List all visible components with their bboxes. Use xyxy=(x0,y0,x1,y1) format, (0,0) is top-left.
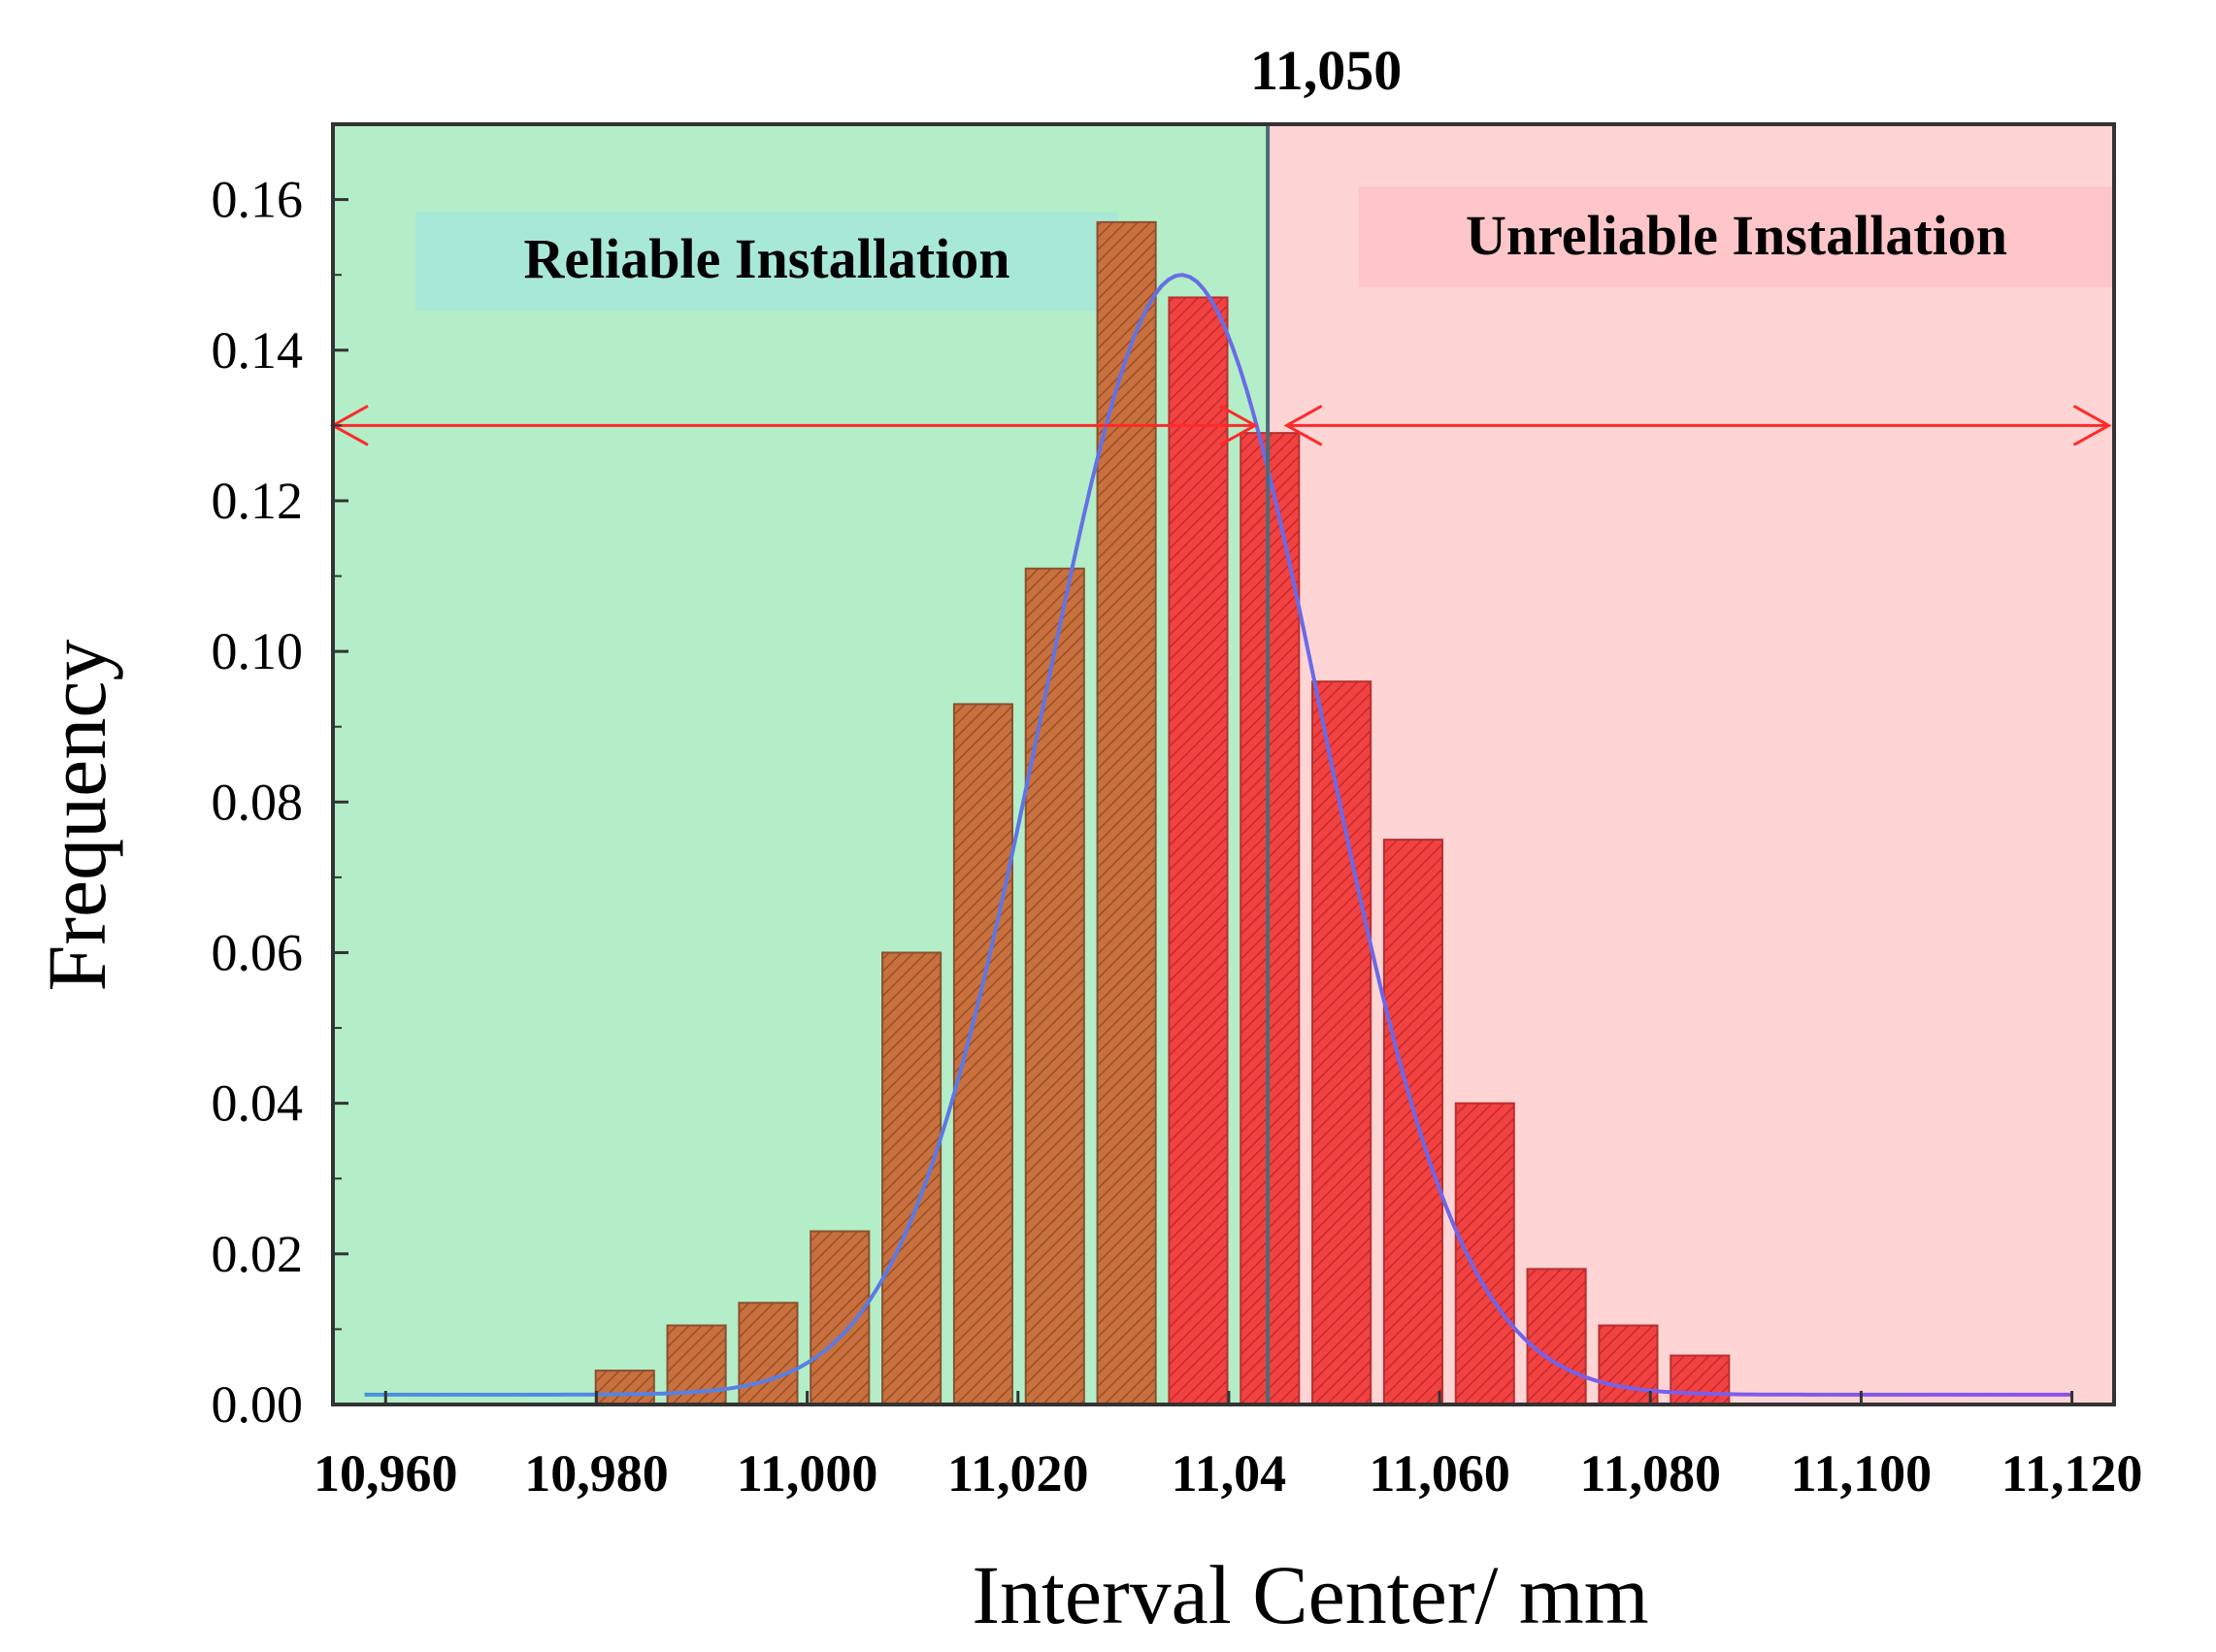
y-tick-label: 0.10 xyxy=(212,622,304,680)
x-tick-label: 11,000 xyxy=(737,1444,878,1503)
histogram-bars xyxy=(594,220,1731,1406)
x-tick-label: 11,060 xyxy=(1369,1444,1510,1503)
reliable-bar-8 xyxy=(1096,220,1157,1405)
y-axis: 0.00 0.02 0.04 0.06 0.08 0.10 0.12 0.14 0.16 xyxy=(212,171,348,1434)
y-tick-label: 0.16 xyxy=(212,171,304,229)
unreliable-bar-8 xyxy=(1670,1354,1731,1405)
range-arrows xyxy=(329,405,2112,446)
range-arrow-2-right-head xyxy=(2072,405,2112,446)
plot-frame xyxy=(331,122,2116,1406)
range-arrow-1-right-head xyxy=(1219,405,1259,446)
unreliable-bar-2 xyxy=(1240,432,1301,1405)
unreliable-region-label: Unreliable Installation xyxy=(1466,204,2007,267)
reliable-bar-1 xyxy=(594,1370,655,1406)
reliable-label-box xyxy=(415,212,1118,311)
y-tick-label: 0.04 xyxy=(212,1074,304,1133)
y-axis-title: Frequency xyxy=(30,640,123,992)
x-tick-label: 11,080 xyxy=(1579,1444,1721,1503)
x-tick-label: 10,960 xyxy=(314,1444,458,1503)
unreliable-bar-5 xyxy=(1454,1102,1515,1406)
unreliable-bar-7 xyxy=(1598,1324,1659,1405)
y-tick-label: 0.12 xyxy=(212,472,304,530)
unreliable-label-box xyxy=(1359,186,2114,287)
y-tick-label: 0.14 xyxy=(212,321,304,380)
unreliable-bar-4 xyxy=(1382,839,1443,1405)
reliable-bar-6 xyxy=(952,703,1013,1405)
y-tick-label: 0.08 xyxy=(212,773,304,831)
x-tick-label: 11,020 xyxy=(947,1444,1089,1503)
unreliable-bar-6 xyxy=(1526,1268,1587,1406)
x-tick-label: 10,980 xyxy=(524,1444,669,1503)
range-arrow-2-left-head xyxy=(1283,405,1323,446)
reliable-bar-4 xyxy=(810,1230,871,1406)
x-tick-label: 11,04 xyxy=(1172,1444,1287,1503)
reliable-region-label: Reliable Installation xyxy=(523,227,1009,290)
unreliable-bar-1 xyxy=(1168,296,1229,1406)
unreliable-bar-3 xyxy=(1311,680,1373,1405)
threshold-label: 11,050 xyxy=(1250,39,1402,102)
normal-fit-curve xyxy=(364,273,2072,1397)
reliable-bar-3 xyxy=(738,1302,799,1405)
x-axis: 10,960 10,980 11,000 11,020 11,04 11,060 11,08… xyxy=(314,1391,2142,1503)
x-axis-title: Interval Center/ mm xyxy=(972,1548,1648,1641)
y-tick-label: 0.02 xyxy=(212,1225,304,1283)
y-tick-label: 0.00 xyxy=(212,1375,304,1434)
reliable-bar-7 xyxy=(1024,567,1085,1405)
x-tick-label: 11,120 xyxy=(2001,1444,2143,1503)
x-tick-label: 11,100 xyxy=(1791,1444,1933,1503)
reliable-bar-5 xyxy=(881,951,943,1405)
y-tick-label: 0.06 xyxy=(212,923,304,981)
